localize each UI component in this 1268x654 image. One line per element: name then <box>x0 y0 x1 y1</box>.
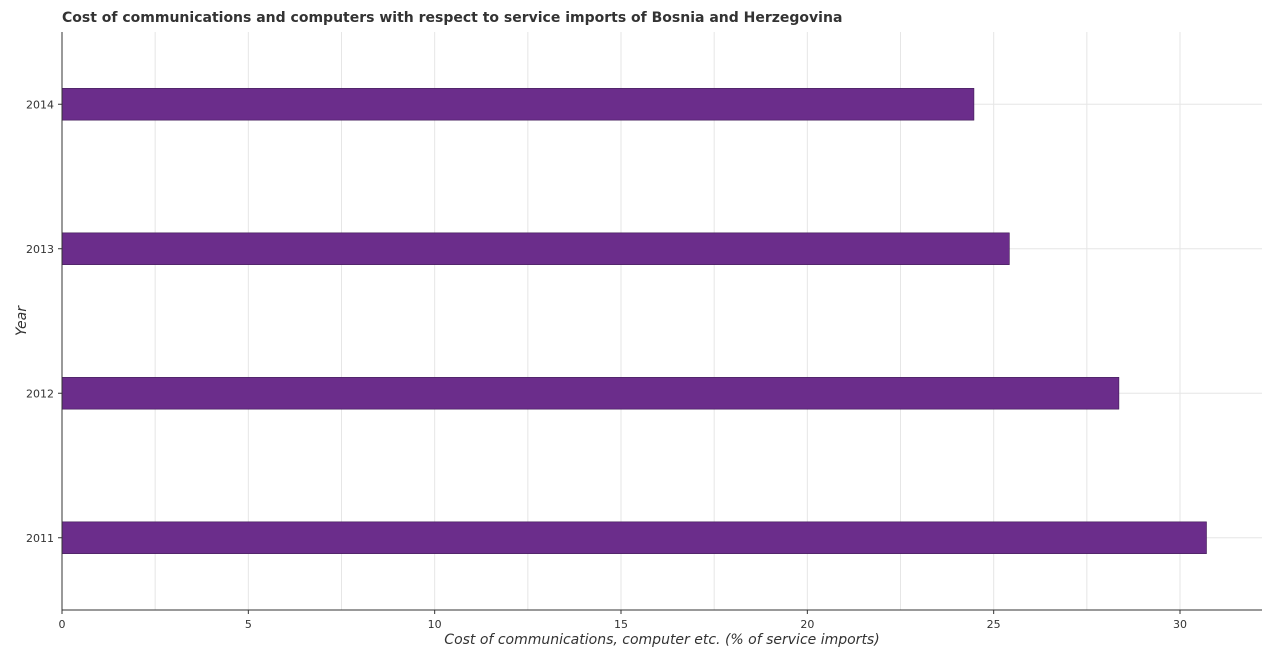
bar-2011 <box>61 521 1207 554</box>
x-tick-label: 5 <box>245 618 252 631</box>
x-tick-label: 20 <box>800 618 814 631</box>
x-tick-label: 0 <box>59 618 66 631</box>
grid-layer <box>61 32 1262 610</box>
x-tick-label: 25 <box>987 618 1001 631</box>
y-tick-label-2013: 2013 <box>26 243 54 256</box>
chart-title: Cost of communications and computers wit… <box>62 10 843 26</box>
y-tick-label-2011: 2011 <box>26 532 54 545</box>
y-axis-label: Year <box>14 305 30 336</box>
plot-area <box>62 32 1262 610</box>
y-tick-label-2014: 2014 <box>26 98 54 111</box>
bar-2012 <box>61 377 1120 410</box>
bar-2013 <box>61 232 1010 265</box>
x-tick-label: 15 <box>614 618 628 631</box>
x-tick-label: 30 <box>1173 618 1187 631</box>
labels-layer: 2011 2012 2013 2014 0 5 10 15 20 25 30 Cost of comm… <box>14 98 1187 648</box>
x-axis-label: Cost of communications, computer etc. (%… <box>444 632 879 648</box>
x-tick-label: 10 <box>428 618 442 631</box>
bars-layer <box>61 88 1207 554</box>
bar-2014 <box>61 88 975 121</box>
y-tick-label-2012: 2012 <box>26 387 54 400</box>
axes-layer <box>58 32 1262 614</box>
